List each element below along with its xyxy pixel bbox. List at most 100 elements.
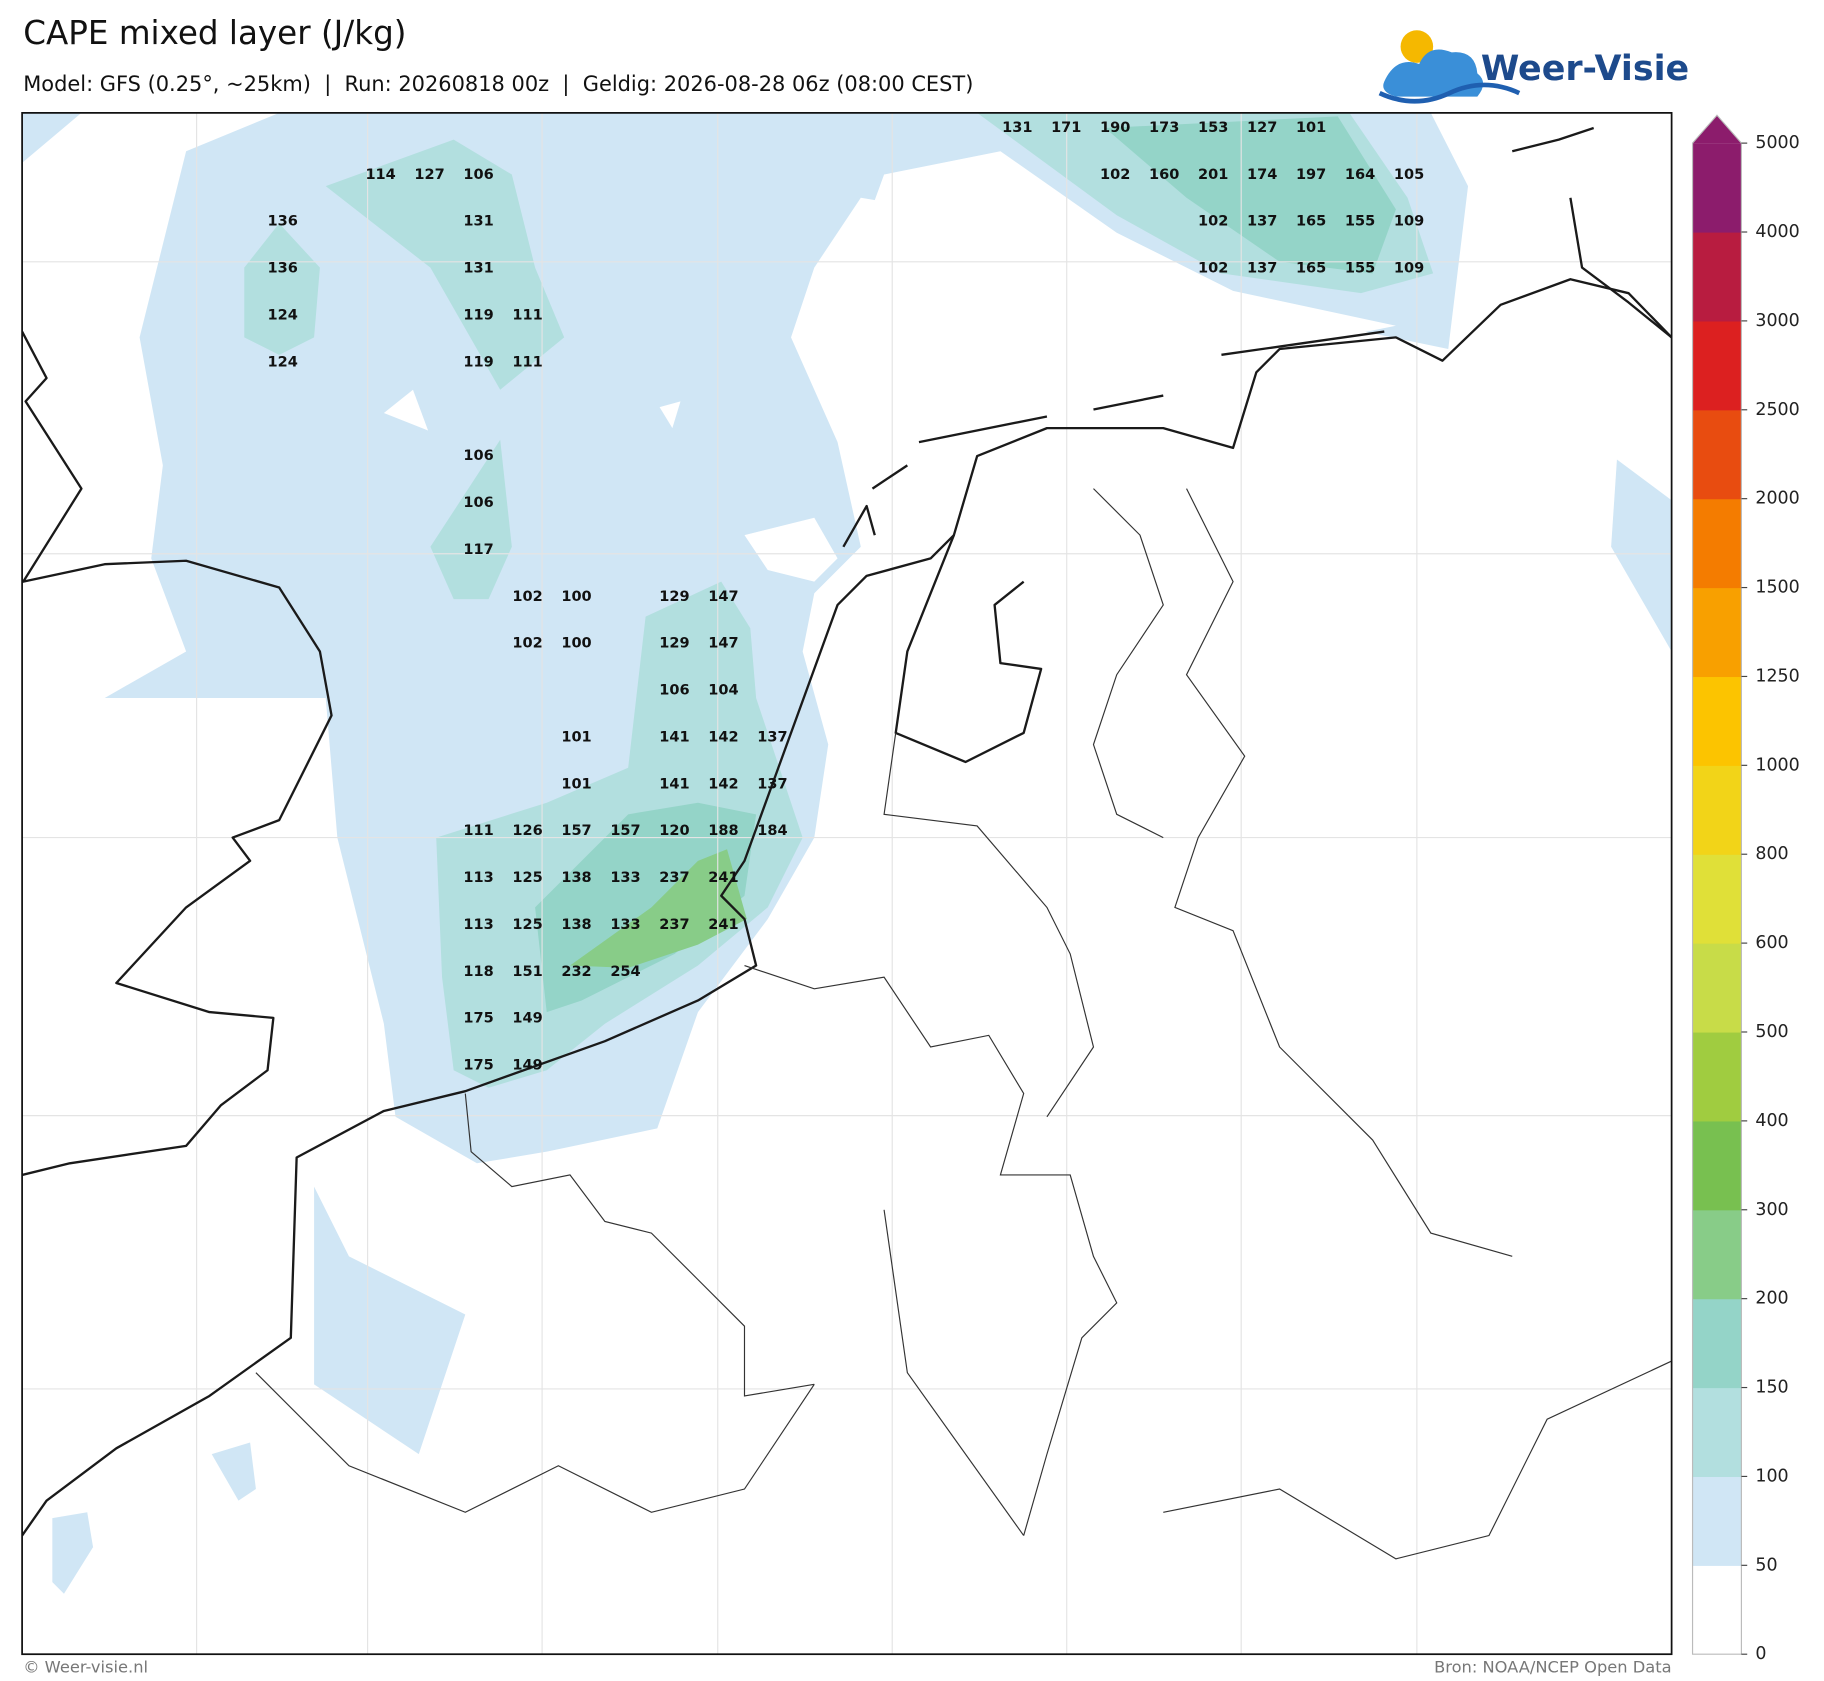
colorbar-extend: [1692, 115, 1742, 144]
colorbar-segment: [1692, 587, 1742, 678]
logo-cloud: [1383, 49, 1484, 97]
value-label: 111: [463, 823, 493, 839]
colorbar-segment: [1692, 232, 1742, 322]
value-label: 133: [610, 917, 640, 933]
value-label: 136: [268, 214, 298, 230]
colorbar-tick-label: 600: [1755, 933, 1788, 953]
logo-sun: [1400, 30, 1434, 63]
map: 131 171 190 173 153 127 101 114 127 106 102 160 201 1…: [22, 112, 1672, 1655]
value-label: 125: [512, 917, 542, 933]
value-label: 104: [708, 683, 738, 699]
value-label: 100: [561, 636, 591, 652]
value-label: 106: [659, 683, 689, 699]
value-label: 119: [463, 354, 493, 370]
borders: [255, 488, 1672, 1560]
colorbar-segment: [1692, 143, 1742, 233]
colorbar-segment: [1692, 765, 1742, 855]
value-label: 100: [561, 589, 591, 605]
subtitle: Model: GFS (0.25°, ~25km) | Run: 2026081…: [23, 72, 973, 97]
value-label: 147: [708, 636, 738, 652]
colorbar-tick-label: 500: [1755, 1022, 1788, 1042]
value-label: 117: [463, 542, 493, 558]
value-labels: 131 171 190 173 153 127 101 114 127 106 102 160 201 1…: [268, 120, 1425, 1074]
colorbar-tick-label: 150: [1755, 1378, 1788, 1398]
colorbar-tick-label: 1000: [1755, 755, 1799, 775]
value-label: 102: [1100, 167, 1130, 183]
colorbar-segment: [1692, 1298, 1742, 1389]
value-label: 120: [659, 823, 689, 839]
value-label: 131: [1002, 120, 1032, 136]
colorbar-tick-label: 200: [1755, 1289, 1788, 1309]
value-label: 165: [1296, 261, 1326, 277]
colorbar-tick-label: 800: [1755, 844, 1788, 864]
value-label: 157: [561, 823, 591, 839]
value-label: 127: [1247, 120, 1277, 136]
value-label: 137: [1247, 261, 1277, 277]
value-label: 137: [757, 729, 787, 745]
colorbar-segment: [1692, 854, 1742, 944]
colorbar-tick-label: 2500: [1755, 400, 1799, 420]
value-label: 173: [1149, 120, 1179, 136]
value-label: 111: [512, 308, 542, 324]
colorbar-outline: [1691, 114, 1742, 1655]
value-label: 174: [1247, 167, 1277, 183]
coastlines: [22, 126, 1672, 1537]
value-label: 138: [561, 917, 591, 933]
value-label: 131: [463, 214, 493, 230]
value-label: 101: [561, 729, 591, 745]
value-label: 149: [512, 1011, 542, 1027]
colorbar-segment: [1692, 498, 1742, 589]
cape-200-300: [570, 849, 747, 968]
colorbar-segment: [1692, 1120, 1742, 1211]
colorbar-tick-label: 1500: [1755, 578, 1799, 598]
value-label: 147: [708, 589, 738, 605]
value-label: 149: [512, 1058, 542, 1074]
value-label: 131: [463, 261, 493, 277]
value-label: 102: [512, 589, 542, 605]
value-label: 254: [610, 964, 640, 980]
value-label: 124: [268, 308, 298, 324]
value-label: 153: [1198, 120, 1228, 136]
value-label: 126: [512, 823, 542, 839]
footer-left: © Weer-visie.nl: [23, 1658, 148, 1677]
value-label: 124: [268, 354, 298, 370]
value-label: 237: [659, 870, 689, 886]
value-label: 241: [708, 870, 738, 886]
graticule: [22, 112, 1672, 1655]
colorbar-segment: [1692, 409, 1742, 500]
value-label: 102: [512, 636, 542, 652]
value-label: 127: [414, 167, 444, 183]
title: CAPE mixed layer (J/kg): [23, 14, 406, 52]
value-label: 118: [463, 964, 493, 980]
logo-text: Weer-Visie: [1481, 49, 1689, 89]
value-label: 164: [1345, 167, 1375, 183]
value-label: 184: [757, 823, 787, 839]
colorbar-segment: [1692, 943, 1742, 1033]
value-label: 109: [1394, 214, 1424, 230]
value-label: 171: [1051, 120, 1081, 136]
colorbar-tick-label: 3000: [1755, 311, 1799, 331]
value-label: 142: [708, 776, 738, 792]
value-label: 142: [708, 729, 738, 745]
value-label: 102: [1198, 214, 1228, 230]
value-label: 137: [1247, 214, 1277, 230]
colorbar-tick-label: 4000: [1755, 222, 1799, 242]
value-label: 151: [512, 964, 542, 980]
value-label: 113: [463, 870, 493, 886]
value-label: 157: [610, 823, 640, 839]
value-label: 111: [512, 354, 542, 370]
colorbar-segment: [1692, 1565, 1742, 1655]
value-label: 201: [1198, 167, 1228, 183]
value-label: 138: [561, 870, 591, 886]
colorbar-tick-label: 50: [1755, 1555, 1777, 1575]
value-label: 155: [1345, 261, 1375, 277]
colorbar-segment: [1692, 676, 1742, 766]
colorbar: 0 50 100 150 200 300 400 500 600 800 1000 1250 1500 2…: [1691, 114, 1800, 1664]
value-label: 105: [1394, 167, 1424, 183]
value-label: 109: [1394, 261, 1424, 277]
value-label: 106: [463, 495, 493, 511]
value-label: 106: [463, 448, 493, 464]
value-label: 188: [708, 823, 738, 839]
